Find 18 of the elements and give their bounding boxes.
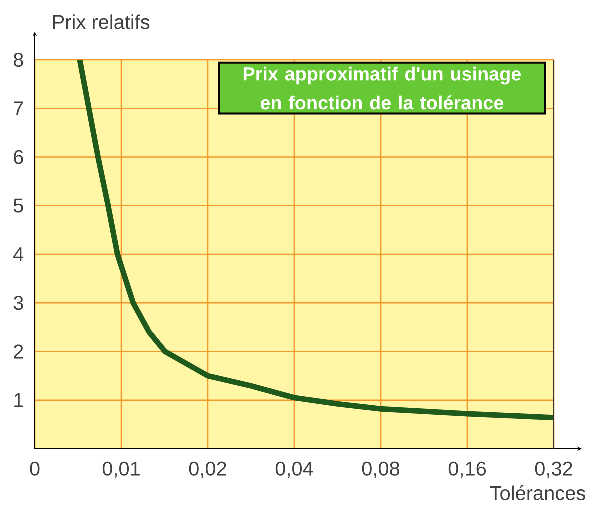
- y-tick-label: 3: [14, 296, 24, 310]
- x-tick-label: 0,08: [362, 462, 400, 478]
- x-axis-title: Tolérances: [490, 486, 586, 500]
- x-tick-label: 0,01: [102, 462, 140, 478]
- x-tick-label: 0,02: [189, 462, 226, 478]
- text: Prix approximatif d'un usinage en fonction de la tolérance: [244, 66, 522, 110]
- y-tick-label: 1: [14, 394, 24, 408]
- x-tick-label: 0,04: [276, 462, 314, 478]
- x-tick-label: 0: [30, 462, 40, 476]
- y-tick-label: 5: [14, 198, 24, 213]
- y-tick-label: 6: [14, 150, 24, 164]
- y-tick-label: 4: [14, 248, 24, 262]
- x-tick-label: 0,32: [535, 462, 572, 478]
- y-axis-title: Prix relatifs: [53, 14, 150, 30]
- y-tick-label: 7: [14, 102, 24, 116]
- y-tick-label: 8: [14, 52, 24, 68]
- y-tick-label: 2: [14, 344, 24, 359]
- x-tick-label: 0,16: [448, 462, 486, 478]
